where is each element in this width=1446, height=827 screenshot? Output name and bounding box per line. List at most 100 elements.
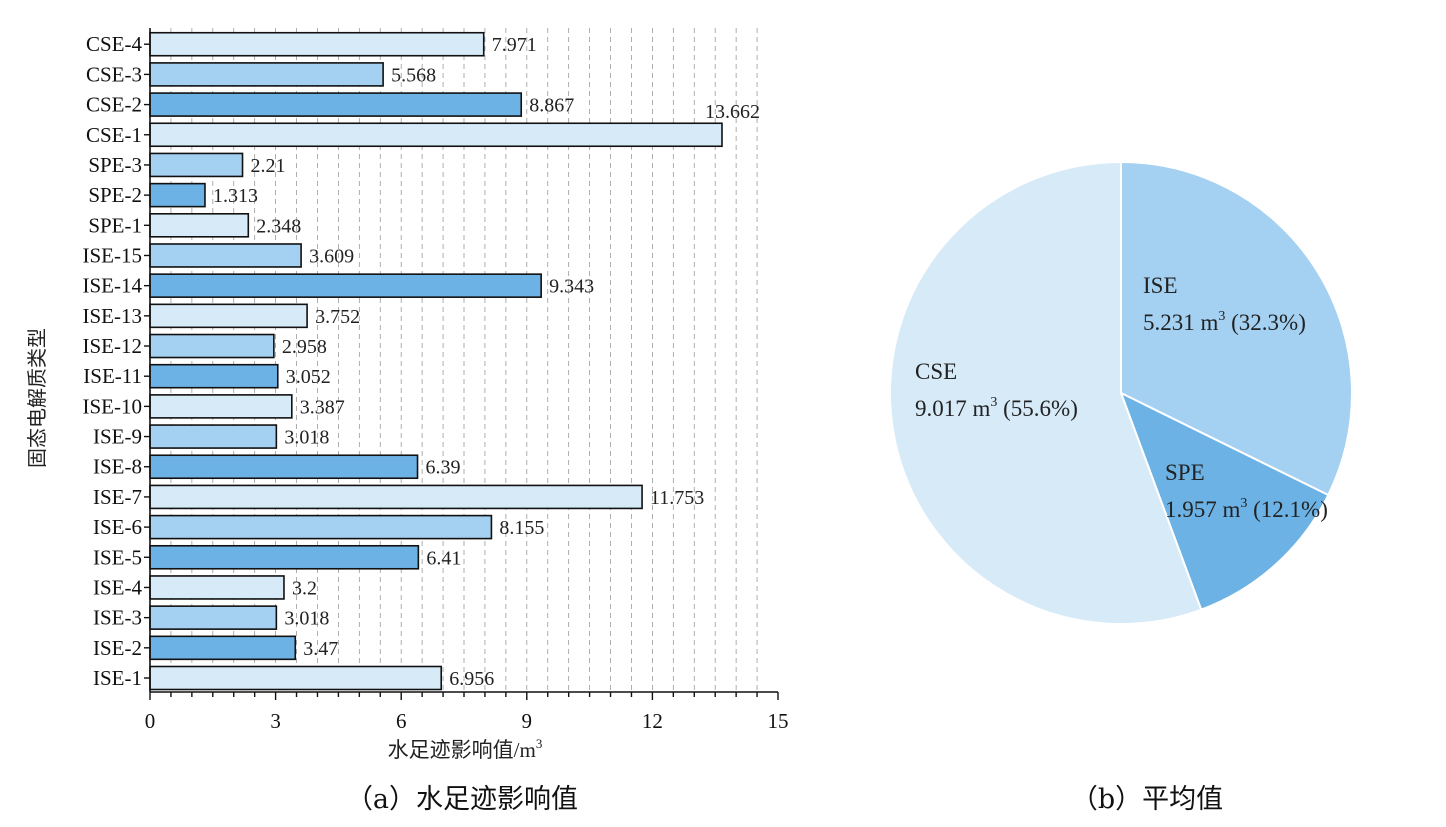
y-tick-label: ISE-9 bbox=[93, 425, 142, 449]
x-ticks: 0 3 6 9 12 15 bbox=[145, 692, 789, 733]
x-tick-label: 12 bbox=[642, 709, 663, 733]
bar-value-label: 6.41 bbox=[426, 547, 461, 569]
bar-ise-15 bbox=[149, 243, 302, 268]
pie-percent-text: (55.6%) bbox=[997, 396, 1077, 421]
bar-value-label: 3.752 bbox=[315, 306, 360, 328]
y-tick-label: CSE-2 bbox=[86, 93, 142, 117]
y-tick-label: CSE-3 bbox=[86, 62, 142, 86]
x-axis-label-text: 水足迹影响值/m bbox=[388, 738, 536, 762]
bar-value-label: 5.568 bbox=[391, 64, 436, 86]
pie-unit-sup: 3 bbox=[1218, 309, 1225, 324]
bar-spe-1 bbox=[149, 213, 250, 238]
y-tick-label: ISE-14 bbox=[83, 274, 143, 298]
bars bbox=[149, 31, 723, 691]
y-tick-label: SPE-2 bbox=[88, 183, 142, 207]
bar-cse-3 bbox=[149, 62, 384, 87]
pie-label-value: 9.017 m3 (55.6%) bbox=[915, 395, 1078, 421]
bar-value-label: 3.2 bbox=[292, 577, 317, 599]
y-tick-label: ISE-1 bbox=[93, 666, 142, 690]
bar-ise-4 bbox=[149, 575, 285, 600]
bar-ise-11 bbox=[149, 363, 279, 389]
bar-value-label: 3.018 bbox=[284, 427, 329, 449]
pie-value-text: 5.231 m bbox=[1143, 310, 1219, 335]
bar-value-label: 11.753 bbox=[650, 487, 704, 509]
y-axis-label: 固态电解质类型 bbox=[25, 328, 49, 468]
bar-value-label: 7.971 bbox=[492, 34, 537, 56]
y-tick-label: ISE-3 bbox=[93, 606, 142, 630]
bar-ise-14 bbox=[149, 273, 542, 298]
bar-cse-2 bbox=[149, 92, 523, 117]
bar-value-label: 13.662 bbox=[705, 101, 760, 123]
bar-value-label: 2.21 bbox=[251, 155, 286, 177]
pie-label-value: 1.957 m3 (12.1%) bbox=[1165, 496, 1328, 522]
bar-ise-6 bbox=[149, 514, 493, 540]
bar-value-label: 8.867 bbox=[529, 95, 574, 117]
pie-slice-cse bbox=[889, 160, 1203, 625]
caption-b: （b）平均值 bbox=[1071, 784, 1223, 815]
y-tick-label: ISE-6 bbox=[93, 515, 142, 539]
y-tick-label: CSE-1 bbox=[86, 123, 142, 147]
pie-label-name: ISE bbox=[1143, 273, 1178, 298]
y-tick-label: CSE-4 bbox=[86, 32, 143, 56]
bar-ise-2 bbox=[149, 635, 297, 661]
bar-value-label: 3.387 bbox=[300, 396, 345, 418]
bar-ise-3 bbox=[149, 605, 278, 630]
y-tick-label: ISE-11 bbox=[83, 364, 142, 388]
bar-value-label: 1.313 bbox=[213, 185, 258, 207]
pie-percent-text: (12.1%) bbox=[1247, 497, 1327, 522]
pie-unit-sup: 3 bbox=[990, 395, 997, 410]
bar-value-label: 2.348 bbox=[256, 215, 301, 237]
bar-value-label: 8.155 bbox=[499, 517, 544, 539]
y-tick-label: ISE-7 bbox=[93, 485, 142, 509]
value-labels: 6.956 3.47 3.018 3.2 6.41 8.155 11.753 6.39 3.01… bbox=[213, 34, 760, 690]
bar-ise-8 bbox=[149, 454, 419, 480]
bar-ise-7 bbox=[149, 484, 643, 510]
y-tick-label: ISE-13 bbox=[83, 304, 143, 328]
pie-slice-spe bbox=[1119, 390, 1330, 611]
bar-ise-9 bbox=[149, 424, 278, 449]
x-tick-label: 0 bbox=[145, 709, 156, 733]
bar-ise-5 bbox=[149, 544, 420, 570]
bar-spe-3 bbox=[149, 152, 244, 178]
pie-slice-ise bbox=[1120, 160, 1353, 497]
y-tick-label: ISE-12 bbox=[83, 334, 143, 358]
bar-ise-13 bbox=[149, 303, 308, 329]
y-tick-label: ISE-8 bbox=[93, 455, 142, 479]
x-tick-label: 6 bbox=[396, 709, 407, 733]
y-tick-label: ISE-5 bbox=[93, 545, 142, 569]
pie-slices bbox=[889, 160, 1353, 625]
bar-cse-4 bbox=[149, 31, 485, 57]
y-tick-label: ISE-4 bbox=[93, 575, 142, 599]
x-axis-label: 水足迹影响值/m3 bbox=[388, 736, 543, 762]
y-tick-label: ISE-15 bbox=[83, 243, 143, 267]
y-tick-label: SPE-3 bbox=[88, 153, 142, 177]
x-tick-label: 15 bbox=[768, 709, 789, 733]
bar-spe-2 bbox=[149, 182, 206, 208]
pie-label-name: CSE bbox=[915, 359, 957, 384]
bar-value-label: 3.47 bbox=[303, 638, 338, 660]
bar-value-label: 9.343 bbox=[549, 276, 594, 298]
bar-ise-1 bbox=[149, 665, 443, 691]
pie-label-value: 5.231 m3 (32.3%) bbox=[1143, 309, 1306, 335]
bar-value-label: 6.39 bbox=[426, 457, 461, 479]
caption-a: （a）水足迹影响值 bbox=[346, 784, 578, 815]
y-tick-label: SPE-1 bbox=[88, 213, 142, 237]
bar-value-label: 3.609 bbox=[309, 245, 354, 267]
pie-percent-text: (32.3%) bbox=[1225, 310, 1305, 335]
bar-cse-1 bbox=[149, 122, 723, 148]
pie-value-text: 9.017 m bbox=[915, 396, 991, 421]
y-tick-labels: ISE-1 ISE-2 ISE-3 ISE-4 ISE-5 ISE-6 ISE-7 ISE-8… bbox=[83, 32, 143, 690]
x-axis-label-sup: 3 bbox=[536, 736, 543, 751]
y-tick-label: ISE-2 bbox=[93, 636, 142, 660]
y-tick-label: ISE-10 bbox=[83, 394, 143, 418]
bar-value-label: 3.052 bbox=[286, 366, 331, 388]
bar-ise-10 bbox=[149, 394, 293, 419]
pie-unit-sup: 3 bbox=[1240, 496, 1247, 511]
bar-value-label: 2.958 bbox=[282, 336, 327, 358]
x-tick-label: 9 bbox=[522, 709, 533, 733]
bar-chart: 6.956 3.47 3.018 3.2 6.41 8.155 11.753 6.39 3.01… bbox=[25, 28, 789, 815]
bar-value-label: 3.018 bbox=[284, 608, 329, 630]
pie-label-name: SPE bbox=[1165, 460, 1205, 485]
